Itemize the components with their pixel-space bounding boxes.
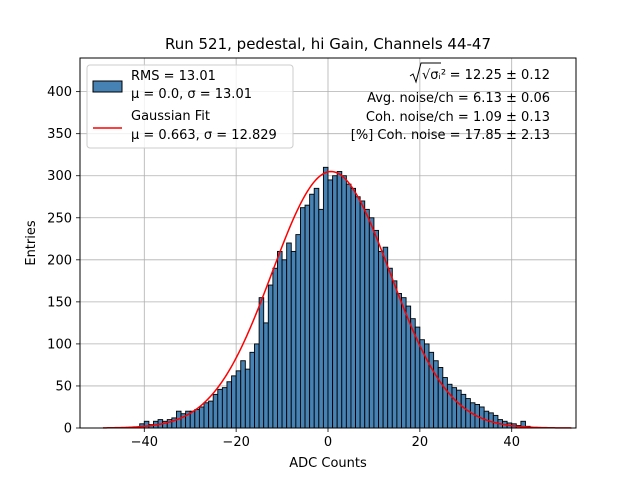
histogram-bar: [198, 406, 205, 429]
histogram-bar: [212, 393, 219, 429]
x-tick-label: 20: [412, 435, 429, 450]
histogram-bar: [290, 250, 297, 429]
histogram-bars: [139, 166, 531, 429]
histogram-bar: [194, 409, 200, 429]
histogram-bar: [401, 297, 407, 429]
histogram-bar: [258, 297, 265, 429]
histogram-bar: [208, 400, 214, 429]
histogram-bar: [364, 208, 370, 429]
x-tick-label: −20: [222, 435, 249, 450]
histogram-bar: [359, 200, 366, 429]
histogram-bar: [249, 351, 255, 429]
histogram-bar: [387, 267, 393, 429]
histogram-bar: [456, 389, 462, 429]
histogram-bar: [226, 381, 233, 429]
avg-noise-annotation: Avg. noise/ch = 6.13 ± 0.06: [367, 91, 550, 106]
histogram-bar: [391, 280, 398, 429]
y-tick-label: 200: [47, 253, 72, 268]
histogram-bar: [254, 343, 260, 429]
histogram-bar: [221, 387, 228, 429]
histogram-bar: [336, 171, 343, 429]
y-axis-ticks: 0 50 100 150 200 250 300 350 400: [47, 85, 80, 437]
histogram-bar: [460, 393, 467, 429]
x-axis-ticks: −40 −20 0 20 40: [131, 428, 520, 450]
histogram-bar: [332, 175, 338, 429]
y-tick-label: 0: [64, 422, 72, 437]
chart-title: Run 521, pedestal, hi Gain, Channels 44-…: [165, 35, 491, 53]
histogram-bar: [451, 387, 458, 429]
y-tick-label: 100: [47, 337, 72, 352]
legend-fit-stats: μ = 0.663, σ = 12.829: [131, 128, 277, 143]
histogram-bar: [465, 398, 471, 429]
histogram-bar: [304, 204, 311, 429]
histogram-bar: [373, 229, 379, 429]
histogram-bar: [244, 368, 251, 429]
histogram-bar: [382, 246, 389, 429]
histogram-bar: [341, 175, 347, 429]
histogram-bar: [327, 179, 334, 429]
y-axis-label: Entries: [24, 220, 39, 266]
y-tick-label: 250: [47, 211, 72, 226]
y-tick-label: 50: [55, 379, 72, 394]
y-tick-label: 350: [47, 127, 72, 142]
histogram-bar: [322, 166, 329, 429]
sqrt-sigma-value: = 12.25 ± 0.12: [450, 68, 550, 83]
y-tick-label: 150: [47, 295, 72, 310]
sqrt-sigma-annotation: √σᵢ² = 12.25 ± 0.12: [409, 62, 550, 84]
legend-histogram-label: RMS = 13.01: [131, 69, 216, 84]
sigma-symbol: √σᵢ²: [422, 68, 446, 83]
legend-histogram-swatch: [92, 80, 123, 93]
y-tick-label: 400: [47, 85, 72, 100]
y-tick-label: 300: [47, 169, 72, 184]
histogram-bar: [267, 284, 274, 429]
histogram-bar: [309, 193, 315, 429]
legend-fit-label: Gaussian Fit: [131, 109, 210, 124]
x-axis-label: ADC Counts: [289, 456, 367, 471]
histogram-bar: [295, 234, 301, 429]
gaussian-fit-line: [102, 170, 572, 429]
coh-noise-percent-annotation: [%] Coh. noise = 17.85 ± 2.13: [351, 128, 550, 143]
histogram-bar: [345, 183, 352, 429]
sqrt-symbol-icon: [409, 62, 441, 84]
histogram-bar: [235, 370, 242, 429]
histogram-bar: [281, 259, 288, 429]
histogram-bar: [277, 250, 283, 429]
histogram-bar: [231, 375, 237, 429]
legend-box: [86, 64, 294, 149]
histogram-bar: [217, 388, 223, 429]
histogram-bar: [203, 402, 210, 429]
histogram-bar: [433, 360, 439, 429]
histogram-bar: [442, 377, 448, 429]
histogram-bar: [240, 360, 246, 429]
histogram-bar: [299, 207, 306, 429]
histogram-bar: [263, 322, 269, 429]
legend-histogram-stats: μ = 0.0, σ = 13.01: [131, 87, 252, 102]
histogram-bar: [355, 196, 361, 429]
x-tick-label: 40: [503, 435, 520, 450]
legend: RMS = 13.01 μ = 0.0, σ = 13.01 Gaussian …: [86, 64, 294, 149]
histogram-bar: [437, 367, 444, 429]
x-tick-label: −40: [131, 435, 158, 450]
histogram-bar: [350, 187, 357, 429]
histogram-bar: [446, 383, 453, 429]
coh-noise-annotation: Coh. noise/ch = 1.09 ± 0.13: [366, 110, 550, 125]
noise-annotations: √σᵢ² = 12.25 ± 0.12 Avg. noise/ch = 6.13…: [351, 62, 550, 143]
histogram-bar: [396, 293, 402, 429]
histogram-bar: [272, 267, 278, 429]
histogram-bar: [286, 242, 292, 429]
histogram-bar: [378, 250, 384, 429]
histogram-bar: [368, 217, 375, 429]
x-tick-label: 0: [324, 435, 332, 450]
histogram-bar: [313, 187, 320, 429]
histogram-bar: [318, 208, 324, 429]
